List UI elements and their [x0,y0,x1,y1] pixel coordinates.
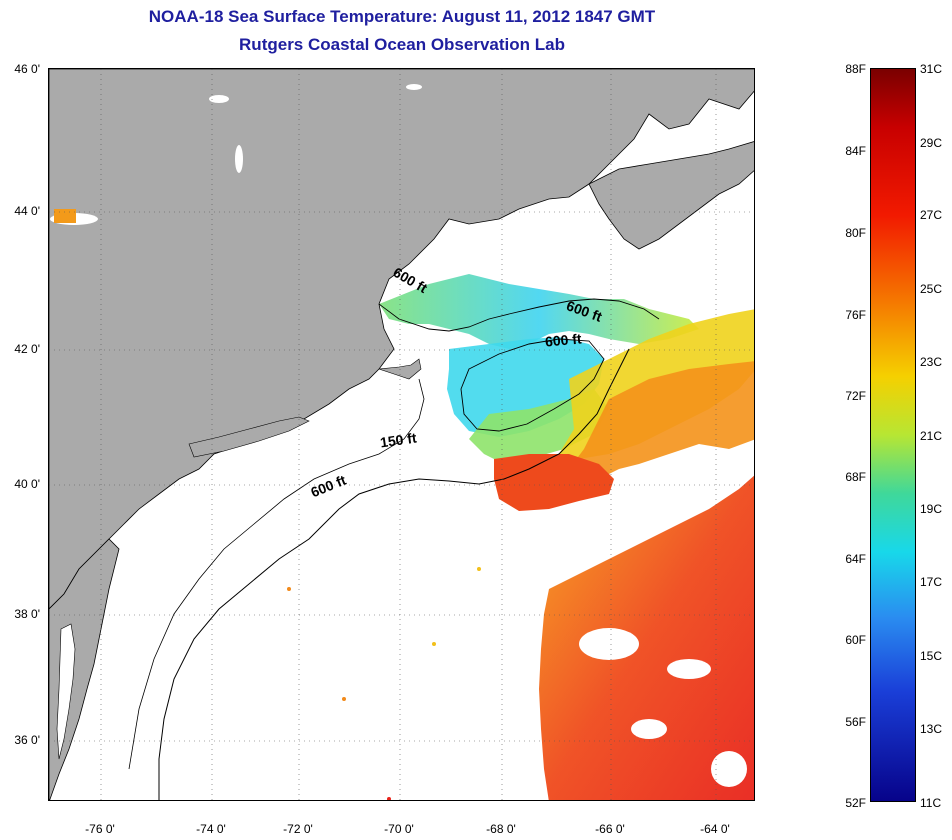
temperature-colorbar [870,68,916,802]
cloud-patch-1 [579,628,639,660]
sst-gulf-of-maine [379,274,699,349]
cb-c-31: 31C [920,62,943,76]
grid-lines [49,69,754,800]
cb-f-64: 64F [845,552,866,566]
lon-label-68: -68 0' [486,822,516,836]
cb-c-25: 25C [920,282,943,296]
cb-f-52: 52F [845,796,866,810]
cb-c-11: 11C [920,796,942,810]
chesapeake-bay [56,623,76,760]
cb-c-21: 21C [920,429,943,443]
cloud-patch-5 [649,465,709,493]
sst-dot-4 [432,642,436,646]
sst-orange-band [569,361,754,481]
cb-f-72: 72F [845,389,866,403]
contour-150 [128,378,425,770]
cb-c-23: 23C [920,355,943,369]
cb-c-19: 19C [920,502,943,516]
cloud-patch-2 [667,659,711,679]
cb-f-80: 80F [845,226,866,240]
lake-4 [406,84,422,90]
cb-c-13: 13C [920,722,943,736]
cb-f-68: 68F [845,470,866,484]
sst-map [48,68,755,801]
cb-c-29: 29C [920,136,943,150]
cb-c-17: 17C [920,575,943,589]
lake-2 [235,145,243,173]
lon-label-76: -76 0' [85,822,115,836]
lon-label-72: -72 0' [283,822,313,836]
colorbar-gradient [871,69,915,801]
land-nova-scotia [588,141,754,250]
lon-label-74: -74 0' [196,822,226,836]
contour-label-georges: 600 ft [544,330,583,350]
contour-600-georges [460,338,605,432]
sst-dot-2 [342,697,346,701]
lon-label-64: -64 0' [700,822,730,836]
map-canvas [49,69,754,800]
lake-warm-patch [54,209,76,223]
lat-label-40: 40 0' [14,477,40,491]
land-delmarva [49,538,120,800]
land-new-england [49,69,754,610]
sst-gulf-stream [539,475,754,800]
lake-1 [209,95,229,103]
lat-label-36: 36 0' [14,733,40,747]
lat-label-42: 42 0' [14,342,40,356]
sst-dot-1 [287,587,291,591]
contour-600-south [158,348,630,800]
sst-dot-5 [477,567,481,571]
cb-c-15: 15C [920,649,943,663]
cb-f-56: 56F [845,715,866,729]
sst-warm-core [494,454,614,511]
sst-dot-3 [387,797,391,800]
cb-c-27: 27C [920,208,943,222]
contour-600-gulf-maine [378,298,660,332]
lon-label-66: -66 0' [595,822,625,836]
lat-label-38: 38 0' [14,607,40,621]
cb-f-88: 88F [845,62,866,76]
lat-label-44: 44 0' [14,204,40,218]
cb-f-76: 76F [845,308,866,322]
lat-label-46: 46 0' [14,62,40,76]
cb-f-84: 84F [845,144,866,158]
land-long-island [188,416,310,458]
cloud-patch-3 [631,719,667,739]
lon-label-70: -70 0' [384,822,414,836]
cb-f-60: 60F [845,633,866,647]
cloud-patch-4 [711,751,747,787]
map-title: NOAA-18 Sea Surface Temperature: August … [148,7,656,26]
map-subtitle: Rutgers Coastal Ocean Observation Lab [239,35,565,54]
